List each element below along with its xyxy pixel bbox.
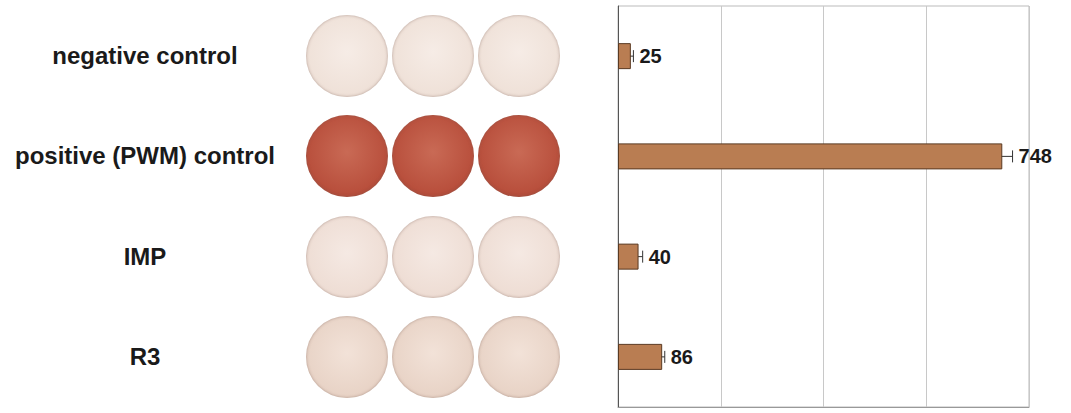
html-text:R3: R3	[129, 342, 161, 370]
svg-text:748: 748	[1019, 145, 1052, 167]
html-text:IMP: IMP	[123, 242, 167, 270]
html-text:positive (PWM) control: positive (PWM) control	[15, 142, 275, 170]
html-text:negative control: negative control	[52, 42, 238, 70]
svg-text:25: 25	[639, 45, 661, 67]
svg-text:86: 86	[671, 346, 693, 368]
svg-text:40: 40	[649, 246, 671, 268]
